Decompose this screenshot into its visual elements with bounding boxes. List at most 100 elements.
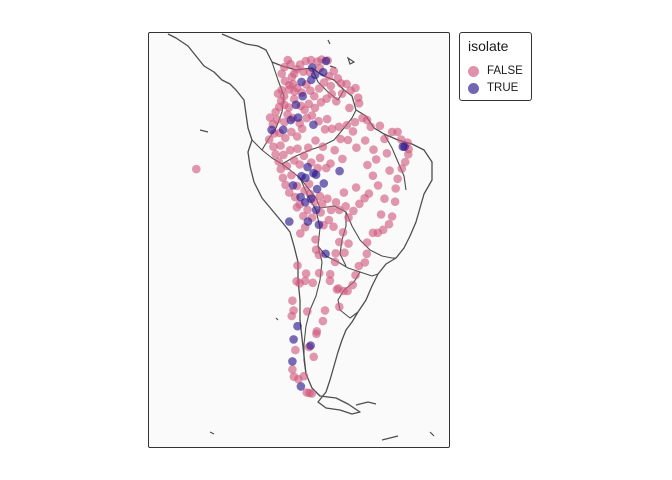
map-point-isolate-false [351, 270, 360, 280]
map-point-isolate-false [373, 181, 383, 190]
map-point-isolate-true [306, 341, 315, 350]
map-point-isolate-false [368, 228, 378, 238]
map-point-isolate-false [400, 157, 410, 167]
map-point-isolate-false [287, 72, 297, 82]
map-point-isolate-false [362, 249, 372, 259]
map-point-isolate-false [304, 99, 314, 109]
map-point-isolate-true [300, 198, 310, 207]
map-point-isolate-true [301, 173, 310, 183]
map-point-isolate-false [326, 205, 336, 215]
legend-item-false: FALSE [468, 63, 523, 79]
map-point-isolate-false [354, 99, 364, 108]
map-point-isolate-false [310, 91, 319, 101]
map-point-isolate-false [314, 268, 324, 278]
map-point-isolate-false [341, 202, 351, 211]
map-point-isolate-false [338, 228, 348, 237]
map-point-isolate-false [282, 161, 292, 171]
map-point-isolate-false [280, 62, 289, 72]
legend-key-true [468, 82, 479, 94]
map-point-isolate-false [314, 250, 324, 260]
legend-item-true: TRUE [468, 80, 518, 96]
map-point-isolate-false [336, 134, 345, 144]
legend-title: isolate [468, 38, 509, 54]
map-point-isolate-true [335, 166, 344, 176]
map-point-isolate-false [326, 81, 336, 91]
map-point-isolate-false [350, 117, 360, 127]
south-america-coastline [167, 33, 433, 415]
map-point-isolate-false [303, 205, 312, 215]
map-point-isolate-false [371, 155, 381, 164]
map-point-isolate-false [380, 134, 389, 144]
map-point-isolate-false [303, 307, 312, 316]
map-point-isolate-true [307, 63, 317, 72]
map-point-isolate-false [334, 122, 344, 132]
map-point-isolate-false [355, 199, 364, 209]
map-point-isolate-false [342, 120, 352, 130]
map-point-isolate-false [278, 173, 288, 183]
map-point-isolate-false [271, 150, 280, 159]
map-point-isolate-false [288, 296, 297, 306]
legend-label-false: FALSE [487, 65, 523, 77]
map-point-isolate-false [318, 142, 328, 151]
map-point-isolate-false [390, 197, 400, 206]
map-point-isolate-false [279, 150, 288, 160]
map-point-isolate-false [364, 189, 374, 198]
map-point-isolate-false [391, 184, 401, 193]
map-point-isolate-false [396, 135, 406, 144]
map-point-isolate-false [276, 141, 285, 150]
map-point-isolate-true [318, 67, 328, 77]
legend: isolate FALSE TRUE [459, 32, 532, 101]
map-point-isolate-false [269, 142, 278, 151]
map-point-isolate-false [300, 276, 310, 286]
map-point-isolate-false [348, 280, 358, 290]
map-point-isolate-false [287, 170, 296, 180]
map-point-isolate-false [291, 345, 300, 355]
map-point-isolate-false [344, 213, 353, 222]
map-point-isolate-false [277, 69, 287, 78]
map-point-isolate-false [335, 237, 344, 247]
map-point-isolate-false [192, 164, 201, 174]
map-point-isolate-false [363, 160, 372, 170]
map-point-isolate-false [312, 329, 321, 339]
map-point-isolate-false [362, 115, 372, 125]
map-point-isolate-true [309, 120, 318, 129]
map-point-isolate-true [310, 70, 320, 80]
map-point-isolate-true [400, 142, 409, 151]
map-point-isolate-false [292, 132, 302, 141]
map-point-isolate-false [289, 306, 298, 315]
map-point-isolate-true [311, 170, 321, 179]
map-point-isolate-false [281, 180, 290, 190]
map-point-isolate-false [404, 150, 413, 159]
map-point-isolate-false [289, 372, 299, 382]
map-point-isolate-false [310, 103, 320, 113]
map-point-isolate-false [283, 55, 293, 65]
map-point-isolate-false [362, 238, 372, 247]
map-point-isolate-false [288, 365, 297, 374]
map-point-isolate-true [311, 205, 321, 215]
map-point-isolate-true [278, 125, 288, 135]
map-point-isolate-true [291, 100, 301, 110]
map-point-isolate-false [325, 269, 335, 279]
map-point-isolate-true [285, 217, 294, 226]
map-point-isolate-false [327, 124, 337, 134]
legend-label-true: TRUE [487, 82, 519, 94]
map-point-isolate-true [267, 125, 276, 135]
map-point-isolate-false [348, 127, 358, 136]
map-point-isolate-false [321, 163, 331, 173]
map-point-isolate-false [273, 89, 283, 98]
map-point-isolate-true [297, 77, 306, 87]
map-point-isolate-false [351, 83, 360, 93]
map-point-isolate-false [311, 235, 320, 244]
map-point-isolate-false [287, 127, 296, 137]
map-point-isolate-false [318, 316, 328, 326]
map-point-isolate-false [345, 103, 354, 113]
map-point-isolate-false [314, 84, 324, 93]
map-point-isolate-false [397, 164, 407, 173]
map-point-isolate-true [319, 179, 329, 188]
points-layer [192, 55, 413, 398]
map-point-isolate-true [296, 382, 306, 391]
map-point-isolate-false [384, 219, 394, 229]
map-point-isolate-true [303, 217, 313, 226]
map-point-isolate-false [340, 248, 349, 257]
legend-key-false [468, 65, 479, 77]
